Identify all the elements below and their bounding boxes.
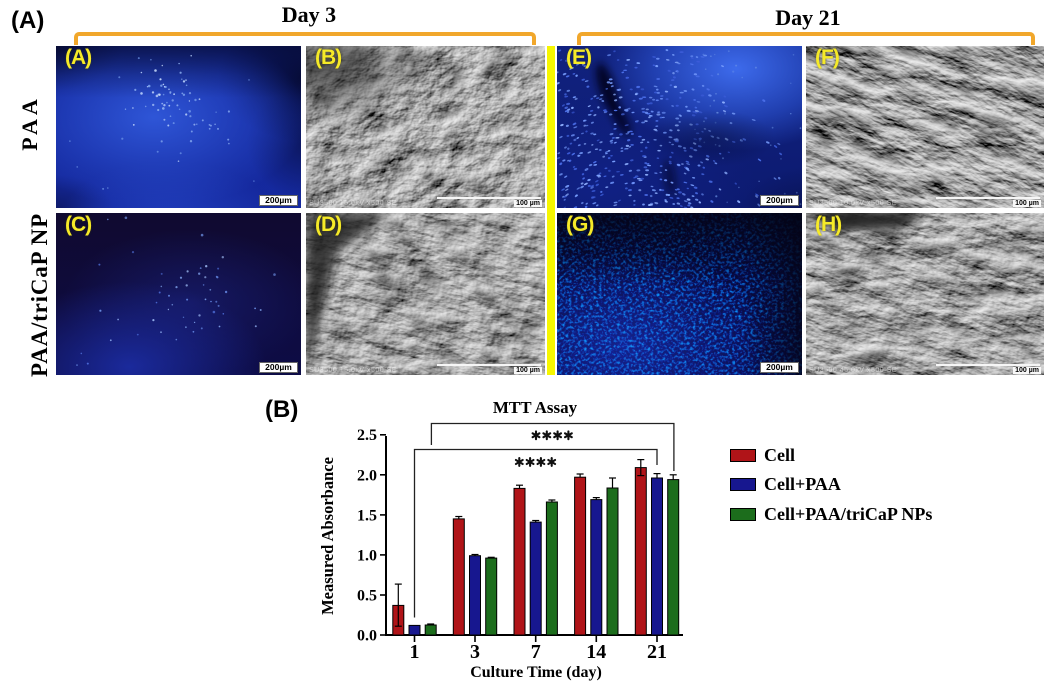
- svg-text:0.0: 0.0: [357, 628, 377, 645]
- svg-text:0.5: 0.5: [357, 588, 377, 605]
- svg-text:2.5: 2.5: [357, 427, 377, 444]
- svg-text:3: 3: [470, 641, 480, 663]
- svg-text:1.5: 1.5: [357, 507, 377, 524]
- svg-text:Culture Time (day): Culture Time (day): [470, 664, 602, 681]
- svg-text:21: 21: [647, 641, 667, 663]
- svg-text:1.0: 1.0: [357, 547, 377, 564]
- svg-text:MTT Assay: MTT Assay: [493, 398, 578, 417]
- svg-text:14: 14: [586, 641, 606, 663]
- svg-text:2.0: 2.0: [357, 467, 377, 484]
- svg-text:Measured Absorbance: Measured Absorbance: [318, 457, 337, 615]
- svg-text:7: 7: [531, 641, 541, 663]
- svg-text:1: 1: [410, 641, 420, 663]
